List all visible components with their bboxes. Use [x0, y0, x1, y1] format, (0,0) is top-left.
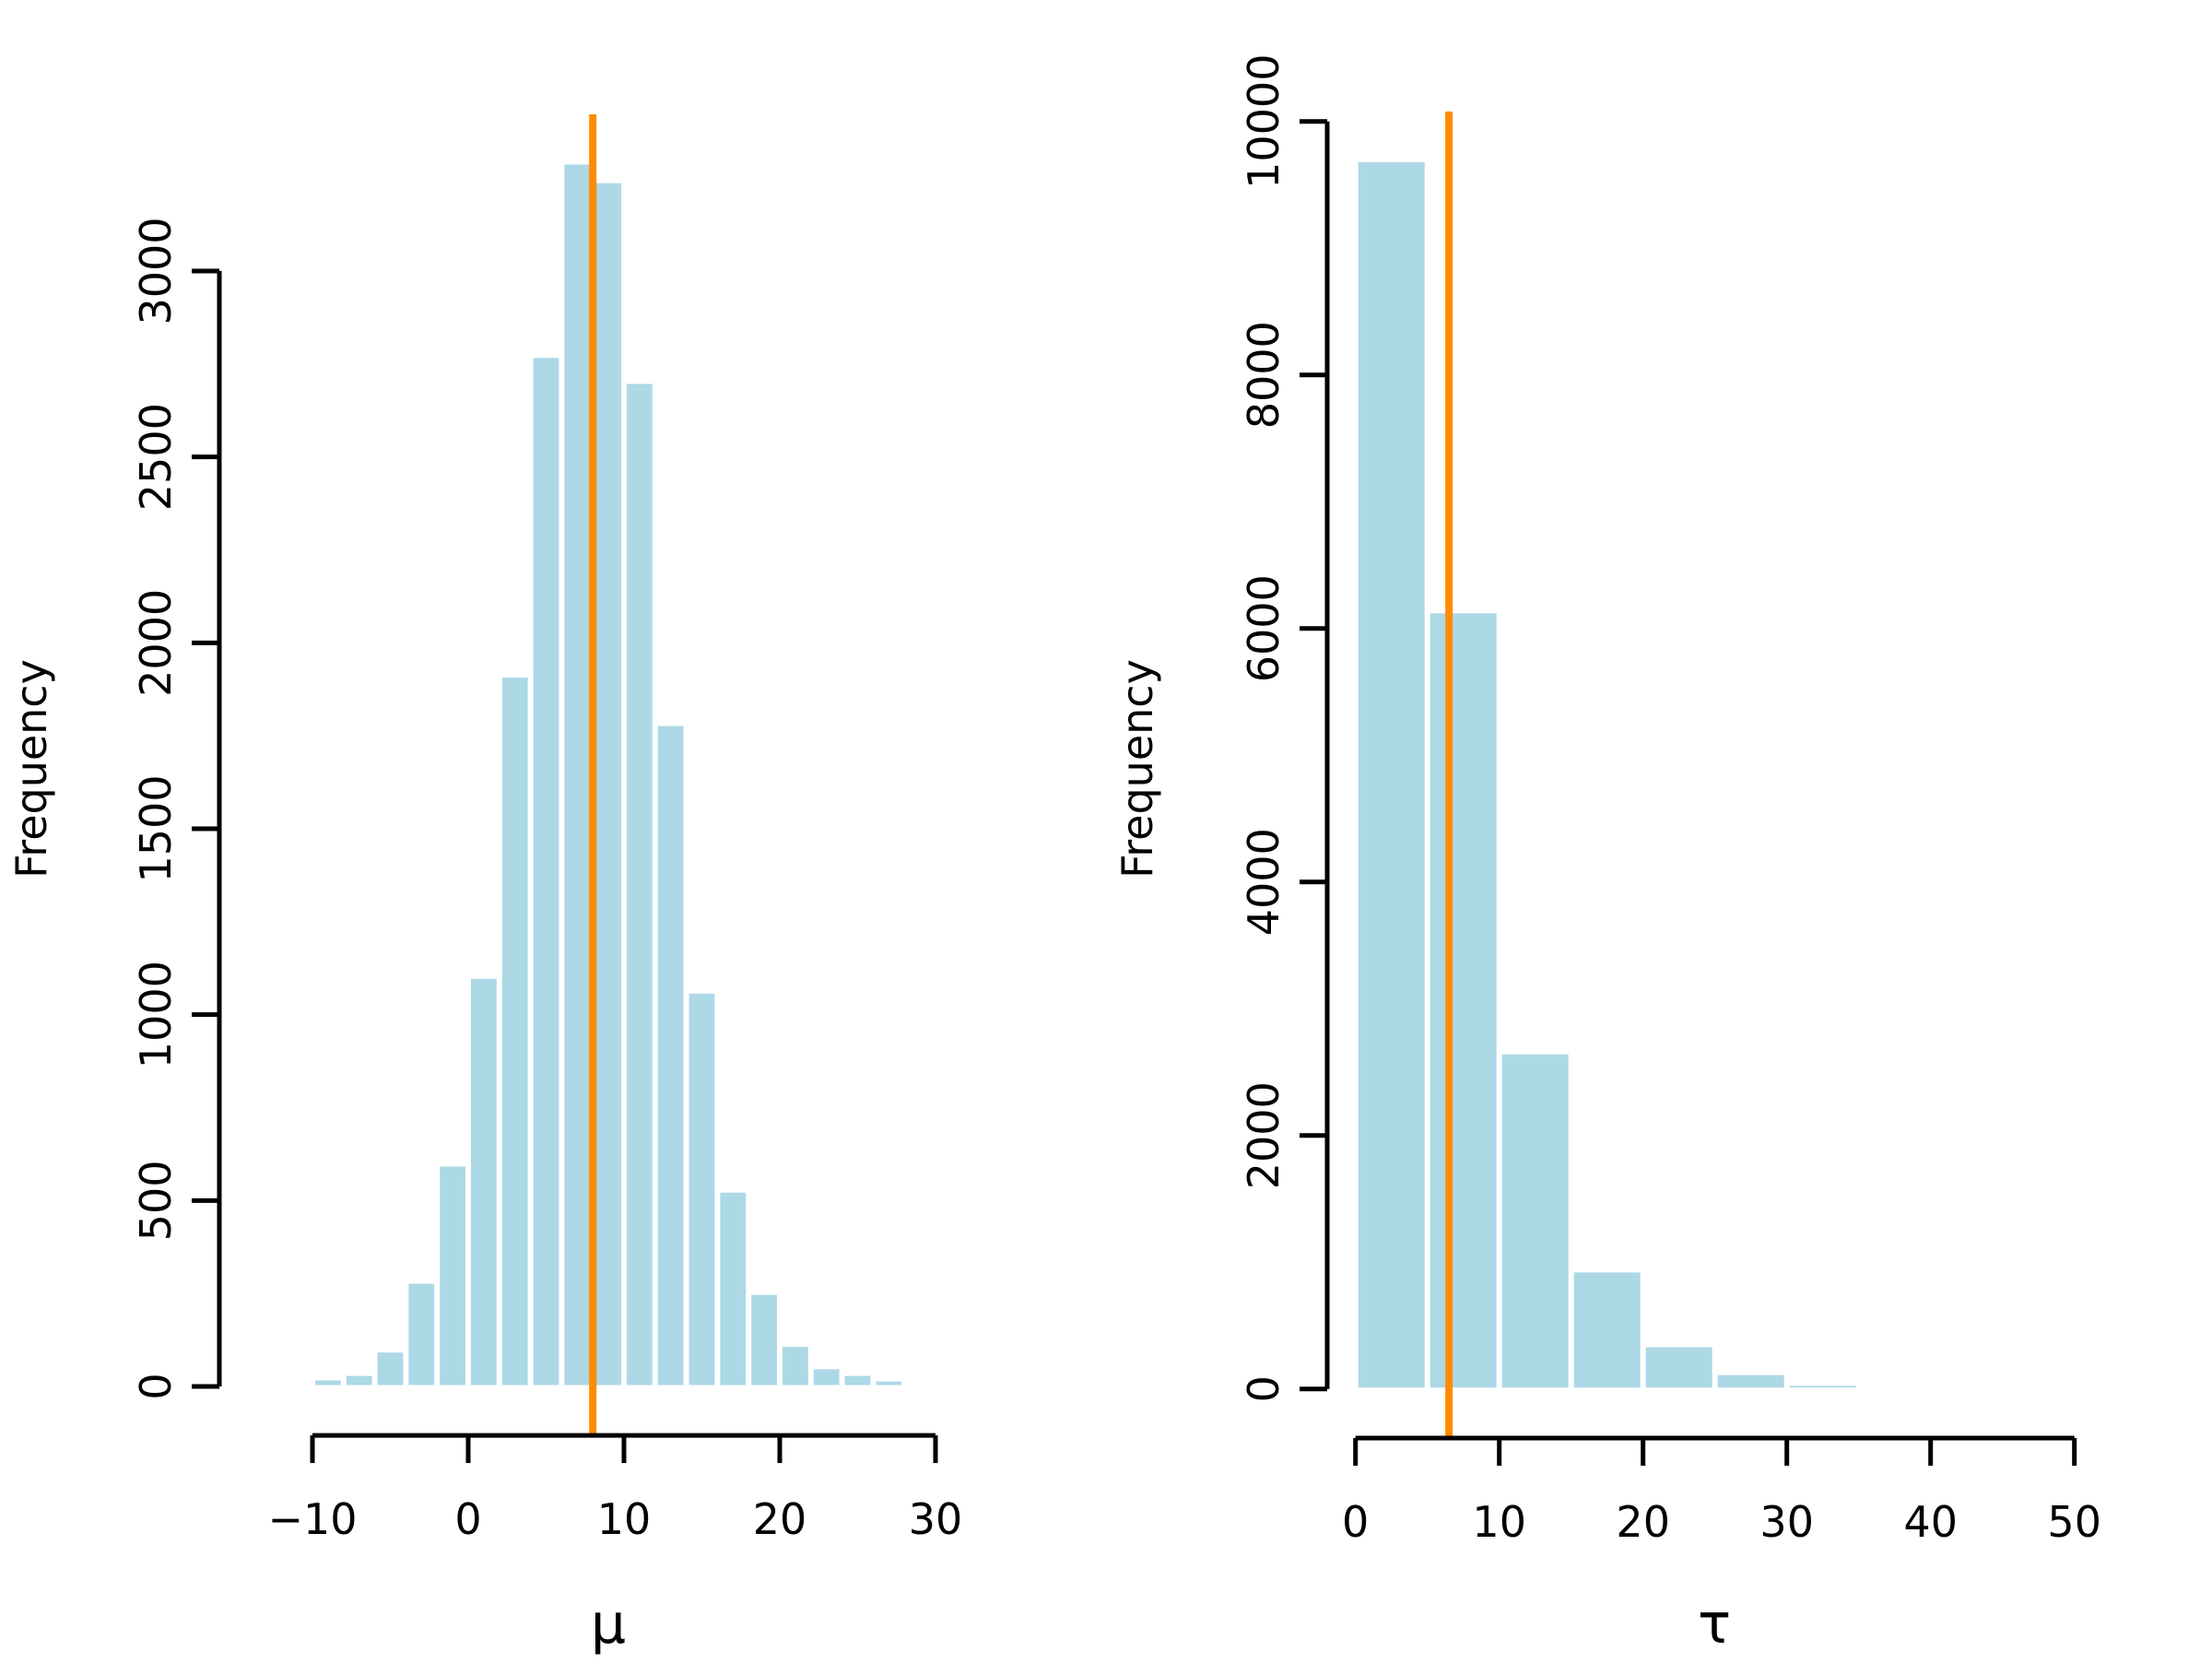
histogram-bar [810, 1366, 842, 1388]
x-axis-title: μ [591, 1592, 626, 1657]
x-tick-label: 30 [1759, 1497, 1814, 1547]
histogram-bar [561, 161, 594, 1388]
histogram-bar [717, 1189, 749, 1388]
y-tick-label: 8000 [1239, 321, 1288, 429]
histogram-bar [1571, 1269, 1643, 1391]
x-tick-label: 20 [1616, 1497, 1670, 1547]
histogram-bar [841, 1373, 874, 1388]
x-tick-label: 0 [1342, 1497, 1369, 1547]
x-tick-label: 10 [597, 1494, 652, 1544]
x-tick-label: 40 [1903, 1497, 1958, 1547]
y-tick-label: 0 [131, 1373, 181, 1399]
histogram-bar [654, 723, 687, 1388]
histogram-bar [281, 1383, 313, 1388]
histogram-bar [499, 675, 531, 1388]
histogram-bar [343, 1373, 375, 1388]
y-tick-label: 2500 [131, 403, 181, 511]
histogram-bar [1427, 610, 1500, 1391]
histogram-bar [873, 1378, 905, 1388]
histogram-bar [1786, 1383, 1859, 1391]
x-tick-label: 10 [1472, 1497, 1526, 1547]
histogram-bar [748, 1291, 781, 1388]
histogram-bar [1499, 1051, 1571, 1391]
histogram-bar [1714, 1372, 1787, 1391]
y-tick-label: 2000 [1239, 1081, 1288, 1189]
y-tick-label: 500 [131, 1160, 181, 1241]
histogram-bar [624, 381, 655, 1388]
y-tick-label: 10000 [1239, 54, 1288, 189]
histogram-bar [780, 1344, 811, 1388]
y-tick-label: 1500 [131, 774, 181, 882]
y-axis-title: Frequency [6, 659, 56, 879]
histogram-bar [686, 990, 718, 1388]
y-tick-label: 3000 [131, 217, 181, 324]
x-tick-label: 20 [753, 1494, 807, 1544]
x-tick-label: 30 [909, 1494, 963, 1544]
histogram-bar [1355, 159, 1428, 1391]
x-tick-label: 0 [454, 1494, 481, 1544]
histogram-bar [530, 355, 562, 1388]
histogram-bar [312, 1377, 344, 1388]
histogram-bar [1642, 1344, 1715, 1391]
y-tick-label: 1000 [131, 961, 181, 1068]
y-tick-label: 4000 [1239, 828, 1288, 936]
y-tick-label: 6000 [1239, 574, 1288, 682]
x-tick-label: −10 [267, 1494, 357, 1544]
histogram-bar [468, 975, 500, 1388]
histogram-bar [593, 180, 625, 1388]
y-tick-label: 2000 [131, 589, 181, 697]
y-axis-title: Frequency [1112, 659, 1162, 879]
histogram-bar [437, 1163, 469, 1388]
histogram-bar [406, 1280, 438, 1388]
y-tick-label: 0 [1239, 1375, 1288, 1402]
x-tick-label: 50 [2047, 1497, 2101, 1547]
x-axis-title: τ [1698, 1592, 1731, 1657]
histogram-bar [374, 1350, 406, 1388]
